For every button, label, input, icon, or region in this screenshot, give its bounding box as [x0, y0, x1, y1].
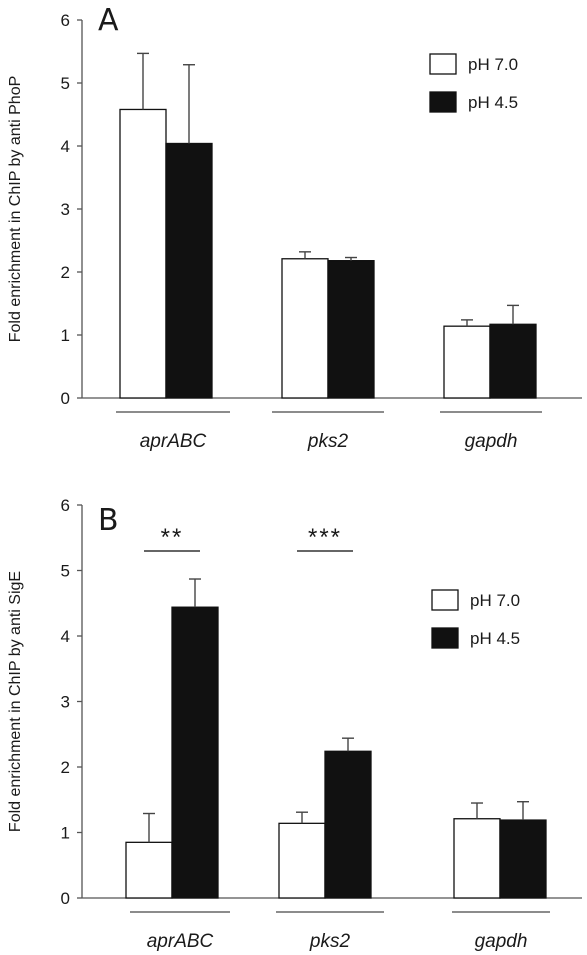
panel-b-bar-aprABC-ph45: [171, 606, 219, 899]
panel-b-y-tick-label: 4: [61, 627, 70, 646]
panel-b-category-label: gapdh: [475, 931, 528, 952]
panel-b-legend-swatch: [431, 589, 459, 611]
panel-b-y-tick-label: 3: [61, 693, 70, 712]
panel-a-category-label: gapdh: [465, 431, 518, 452]
panel-b-bar-gapdh-ph45: [499, 819, 547, 899]
panel-a-legend-swatch: [429, 53, 457, 75]
panel-a-letter: A: [98, 3, 119, 38]
panel-b-legend-swatch: [431, 627, 459, 649]
panel-a-legend-swatch: [429, 91, 457, 113]
panel-b-significance-label: **: [161, 524, 184, 551]
panel-a-bar-pks2-ph45: [327, 260, 375, 399]
panel-b-y-tick-label: 1: [61, 824, 70, 843]
panel-b-bar-pks2-ph70: [278, 822, 326, 899]
panel-a-y-tick-label: 3: [61, 200, 70, 219]
panel-b-bar-pks2-ph45: [324, 750, 372, 899]
panel-a-bar-aprABC-ph45: [165, 142, 213, 399]
panel-a-y-tick-label: 0: [61, 389, 70, 408]
panel-a-y-tick-label: 4: [61, 137, 70, 156]
panel-b-y-tick-label: 6: [61, 496, 70, 515]
panel-a-legend-label: pH 4.5: [468, 93, 518, 112]
panel-a-bar-gapdh-ph70: [443, 325, 491, 399]
panel-b-y-tick-label: 0: [61, 889, 70, 908]
panel-b-category-label: aprABC: [147, 931, 214, 952]
panel-a-legend-label: pH 7.0: [468, 55, 518, 74]
panel-a-y-tick-label: 6: [61, 11, 70, 30]
panel-a-bar-pks2-ph70: [281, 258, 329, 399]
panel-a-y-tick-label: 1: [61, 326, 70, 345]
panel-a-y-tick-label: 5: [61, 74, 70, 93]
panel-b-category-label: pks2: [309, 931, 351, 952]
panel-a-category-label: aprABC: [140, 431, 207, 452]
panel-b: B 0 1 2 3 4 5 6 Fold enrichment in ChIP by anti …: [7, 496, 582, 952]
panel-b-legend-label: pH 7.0: [470, 591, 520, 610]
panel-b-y-axis-label: Fold enrichment in ChIP by anti SigE: [7, 571, 24, 832]
panel-b-y-tick-label: 5: [61, 562, 70, 581]
panel-b-legend-label: pH 4.5: [470, 629, 520, 648]
panel-b-y-tick-label: 2: [61, 758, 70, 777]
panel-b-bar-gapdh-ph70: [453, 818, 501, 899]
panel-a-category-label: pks2: [307, 431, 349, 452]
panel-a-bar-aprABC-ph70: [119, 108, 167, 399]
panel-b-bar-aprABC-ph70: [125, 841, 173, 899]
panel-b-significance-label: ***: [308, 524, 342, 551]
panel-b-letter: B: [98, 503, 119, 538]
panel-a: A 0 1 2 3 4 5 6 Fold enrichment in ChIP by anti …: [7, 3, 582, 452]
panel-a-y-axis-label: Fold enrichment in ChIP by anti PhoP: [7, 76, 24, 343]
panel-a-bar-gapdh-ph45: [489, 323, 537, 399]
panel-a-y-tick-label: 2: [61, 263, 70, 282]
